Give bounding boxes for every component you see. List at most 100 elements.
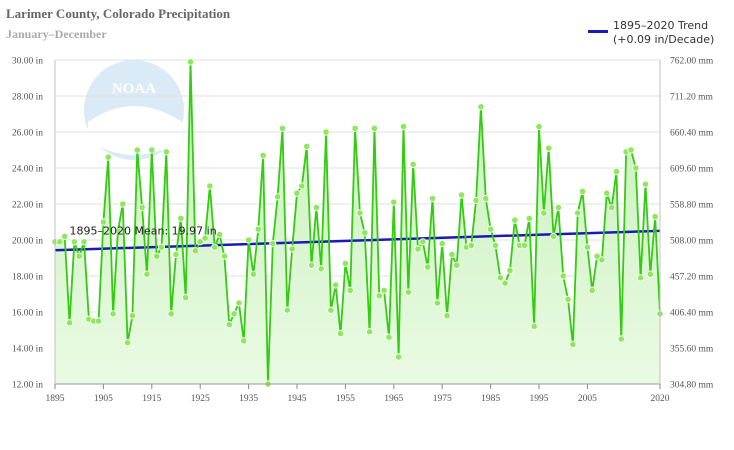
data-point-1998[interactable] bbox=[549, 232, 558, 240]
data-point-1971[interactable] bbox=[419, 238, 427, 246]
data-point-1906[interactable] bbox=[104, 153, 112, 161]
data-point-1996[interactable] bbox=[540, 209, 548, 217]
data-point-1974[interactable] bbox=[433, 299, 441, 307]
data-point-1985[interactable] bbox=[486, 225, 495, 233]
data-point-1951[interactable] bbox=[322, 128, 330, 136]
data-point-1932[interactable] bbox=[230, 310, 238, 318]
data-point-1966[interactable] bbox=[395, 353, 403, 361]
data-point-1958[interactable] bbox=[356, 209, 364, 217]
data-point-1931[interactable] bbox=[225, 320, 233, 329]
data-point-1921[interactable] bbox=[177, 214, 185, 222]
data-point-1929[interactable] bbox=[215, 231, 224, 239]
data-point-1925[interactable] bbox=[196, 238, 204, 246]
data-point-1912[interactable] bbox=[133, 146, 141, 154]
data-point-1990[interactable] bbox=[511, 216, 519, 224]
data-point-1953[interactable] bbox=[332, 281, 340, 289]
data-point-1917[interactable] bbox=[157, 243, 166, 251]
data-point-1948[interactable] bbox=[307, 261, 316, 269]
data-point-1986[interactable] bbox=[491, 241, 500, 249]
data-point-1987[interactable] bbox=[496, 274, 504, 282]
data-point-1975[interactable] bbox=[438, 240, 446, 248]
data-point-2000[interactable] bbox=[559, 272, 567, 280]
markers-group[interactable] bbox=[51, 58, 664, 388]
data-point-1976[interactable] bbox=[443, 311, 451, 320]
data-point-1935[interactable] bbox=[245, 236, 253, 244]
data-point-1947[interactable] bbox=[303, 142, 311, 150]
data-point-1933[interactable] bbox=[235, 299, 243, 307]
data-point-1961[interactable] bbox=[370, 124, 379, 132]
data-point-1938[interactable] bbox=[259, 151, 267, 159]
data-point-1915[interactable] bbox=[148, 146, 156, 154]
data-point-1959[interactable] bbox=[361, 229, 369, 237]
data-point-1937[interactable] bbox=[254, 225, 262, 233]
data-point-1992[interactable] bbox=[520, 241, 529, 249]
data-point-1968[interactable] bbox=[404, 288, 412, 296]
data-point-1920[interactable] bbox=[172, 250, 180, 258]
data-point-1981[interactable] bbox=[467, 241, 475, 249]
data-point-1897[interactable] bbox=[61, 232, 69, 240]
data-point-1978[interactable] bbox=[453, 261, 461, 269]
data-point-1926[interactable] bbox=[201, 234, 209, 242]
data-point-2003[interactable] bbox=[574, 209, 582, 217]
data-point-2017[interactable] bbox=[641, 180, 650, 188]
data-point-2005[interactable] bbox=[583, 243, 592, 251]
data-point-2006[interactable] bbox=[588, 286, 596, 294]
data-point-1918[interactable] bbox=[162, 148, 170, 156]
data-point-1956[interactable] bbox=[346, 286, 354, 294]
data-point-1945[interactable] bbox=[293, 189, 301, 197]
data-point-1944[interactable] bbox=[288, 245, 296, 253]
data-point-2009[interactable] bbox=[603, 189, 611, 197]
data-point-1940[interactable] bbox=[269, 240, 277, 248]
data-point-1934[interactable] bbox=[240, 337, 248, 345]
data-point-1916[interactable] bbox=[153, 252, 161, 260]
data-point-1955[interactable] bbox=[341, 259, 349, 267]
data-point-1923[interactable] bbox=[186, 58, 195, 66]
data-point-1949[interactable] bbox=[312, 204, 320, 212]
data-point-1946[interactable] bbox=[298, 182, 306, 190]
data-point-1901[interactable] bbox=[80, 238, 88, 246]
data-point-2002[interactable] bbox=[569, 340, 577, 348]
data-point-1984[interactable] bbox=[482, 195, 490, 203]
data-point-1900[interactable] bbox=[75, 252, 83, 260]
data-point-1913[interactable] bbox=[138, 204, 146, 212]
data-point-2011[interactable] bbox=[612, 168, 621, 176]
data-point-1910[interactable] bbox=[124, 338, 132, 347]
data-point-1898[interactable] bbox=[65, 319, 74, 327]
data-point-1993[interactable] bbox=[525, 214, 533, 222]
data-point-1995[interactable] bbox=[535, 123, 543, 131]
data-point-2015[interactable] bbox=[632, 164, 640, 172]
data-point-1909[interactable] bbox=[119, 200, 127, 208]
data-point-1924[interactable] bbox=[191, 247, 199, 255]
data-point-1967[interactable] bbox=[399, 123, 408, 131]
data-point-1964[interactable] bbox=[385, 333, 393, 341]
data-point-1957[interactable] bbox=[351, 124, 359, 132]
data-point-1950[interactable] bbox=[317, 265, 325, 273]
data-point-1930[interactable] bbox=[220, 252, 228, 260]
data-point-1919[interactable] bbox=[167, 310, 175, 318]
data-point-1965[interactable] bbox=[390, 198, 398, 206]
data-point-2001[interactable] bbox=[564, 295, 572, 303]
data-point-1896[interactable] bbox=[56, 238, 64, 246]
data-point-2012[interactable] bbox=[617, 335, 625, 343]
data-point-1908[interactable] bbox=[114, 227, 122, 235]
data-point-1973[interactable] bbox=[428, 195, 437, 203]
data-point-1899[interactable] bbox=[70, 238, 78, 246]
data-point-1941[interactable] bbox=[274, 193, 282, 201]
data-point-2004[interactable] bbox=[578, 187, 587, 195]
data-point-1979[interactable] bbox=[457, 191, 466, 199]
data-point-2014[interactable] bbox=[627, 146, 635, 154]
data-point-1962[interactable] bbox=[375, 292, 383, 300]
data-point-1914[interactable] bbox=[143, 270, 151, 278]
data-point-1911[interactable] bbox=[128, 311, 137, 320]
data-point-2019[interactable] bbox=[651, 213, 659, 221]
data-point-1904[interactable] bbox=[94, 317, 103, 325]
data-point-1952[interactable] bbox=[327, 306, 335, 314]
data-point-2010[interactable] bbox=[607, 204, 616, 212]
data-point-1954[interactable] bbox=[336, 329, 345, 338]
data-point-1989[interactable] bbox=[506, 266, 514, 275]
data-point-1970[interactable] bbox=[414, 245, 422, 253]
data-point-1928[interactable] bbox=[211, 243, 219, 251]
data-point-1907[interactable] bbox=[109, 310, 117, 318]
data-point-1960[interactable] bbox=[365, 328, 374, 336]
